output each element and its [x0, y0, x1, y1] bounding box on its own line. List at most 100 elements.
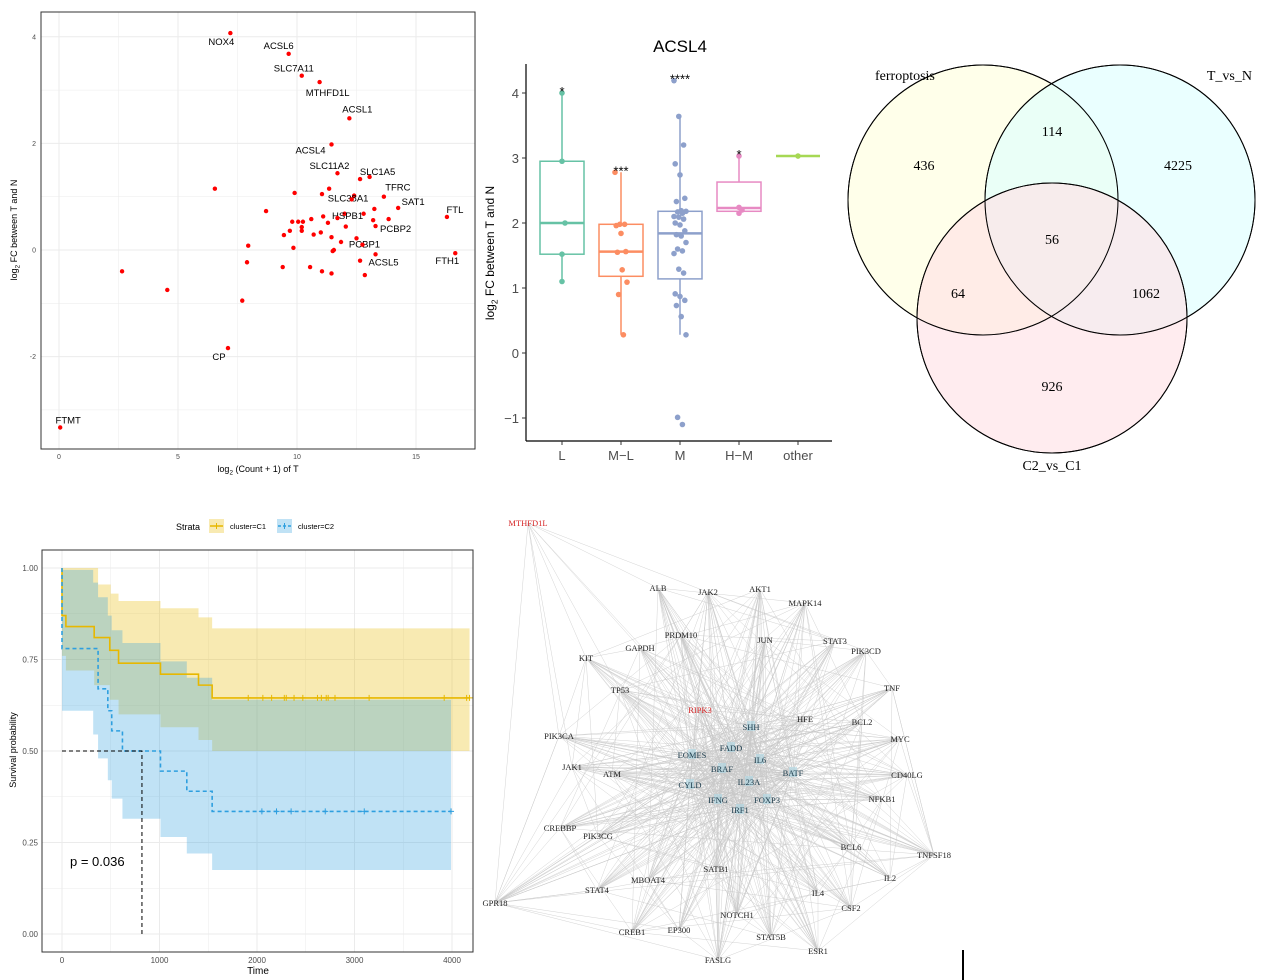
censor-mark: [366, 694, 373, 701]
gene-point: [335, 171, 340, 176]
network-edge: [730, 747, 772, 938]
network-edge: [730, 747, 891, 879]
censor-mark: [258, 808, 265, 815]
network-edge: [527, 522, 621, 691]
legend-label: cluster=C2: [298, 522, 334, 531]
network-edge: [596, 809, 741, 891]
gene-label: TFRC: [385, 183, 410, 194]
data-point: [613, 222, 619, 229]
network-edge: [619, 689, 750, 783]
gene-point: [395, 205, 401, 211]
gene-point: [342, 211, 347, 216]
network-edge: [739, 602, 806, 811]
censor-mark: [288, 808, 295, 815]
network-edge: [527, 522, 836, 642]
network-edge: [571, 726, 752, 768]
network-edge: [889, 854, 935, 879]
network-edge: [691, 754, 719, 961]
hub-node-marker: [763, 794, 771, 804]
data-point: [677, 222, 683, 228]
network-edge: [691, 650, 867, 756]
gene-point: [338, 239, 344, 245]
network-edge: [689, 784, 819, 952]
y-tick-label: 2: [32, 141, 36, 148]
network-edge: [631, 781, 750, 933]
network-edge: [619, 689, 693, 756]
data-point: [671, 77, 677, 84]
network-edge: [691, 709, 701, 756]
network-edge: [559, 591, 709, 829]
gene-label: SLC1A5: [360, 167, 395, 178]
network-edge: [639, 647, 908, 776]
gene-point: [386, 216, 391, 222]
network-edge: [631, 799, 719, 933]
network-edge: [527, 522, 560, 737]
gene-point: [326, 186, 332, 191]
gene-point: [351, 193, 357, 198]
network-edge: [647, 640, 836, 881]
hub-node-marker: [745, 776, 753, 786]
y-tick-label: 4: [32, 34, 36, 41]
network-edge: [559, 650, 867, 829]
network-edge: [764, 639, 901, 740]
gene-point: [292, 190, 297, 196]
network-edge: [736, 738, 901, 916]
network-edge: [639, 647, 806, 720]
network-edge: [759, 759, 819, 894]
venn-count-t-vs-n-c2-vs-c1: 1062: [1132, 287, 1160, 302]
gene-point: [263, 208, 269, 214]
data-point: [736, 210, 742, 217]
network-edge: [631, 759, 761, 933]
network-edge: [750, 726, 901, 740]
network-edge: [494, 735, 560, 904]
data-point: [615, 291, 622, 298]
network-node-label: AKT1: [749, 584, 771, 594]
network-node-label: RIPK3: [688, 705, 712, 715]
network-edge: [678, 640, 836, 931]
data-point: [679, 210, 686, 217]
network-edge: [619, 689, 719, 961]
gene-point: [367, 174, 372, 180]
x-axis-label-part: (Count + 1) of T: [233, 464, 299, 474]
network-edge: [792, 772, 891, 879]
network-edge: [717, 799, 768, 961]
network-edge: [689, 709, 701, 786]
data-point: [680, 270, 687, 276]
network-edge: [596, 747, 732, 891]
network-edge: [699, 709, 752, 728]
y-axis-label-subscript: 2: [490, 299, 500, 304]
network-node-label: JUN: [757, 635, 773, 645]
gene-point: [244, 260, 250, 265]
network-edge: [689, 784, 738, 916]
network-edge: [596, 784, 691, 891]
data-point: [674, 414, 681, 421]
data-point: [677, 293, 683, 300]
network-edge: [631, 809, 741, 933]
gene-point: [319, 269, 325, 274]
network-edge: [585, 657, 732, 749]
network-edge: [717, 799, 819, 952]
network-node-label: BRAF: [711, 764, 733, 774]
network-edge: [707, 591, 719, 961]
gene-point: [373, 252, 378, 257]
legend-label: cluster=C1: [230, 522, 266, 531]
y-tick-label: 0.50: [22, 747, 38, 756]
network-edge: [717, 799, 819, 894]
survival-curve-cluster-c2: [61, 568, 452, 813]
data-point: [672, 291, 678, 297]
y-axis-label: log2 FC between T and N: [483, 186, 500, 320]
network-node-label: NFKB1: [869, 794, 896, 804]
x-axis-label-part: log: [217, 464, 229, 474]
network-edge: [596, 721, 863, 891]
network-edge: [585, 657, 723, 770]
network-edge: [657, 587, 794, 774]
network-node-label: PIK3CD: [851, 646, 881, 656]
network-edge: [889, 774, 908, 879]
network-edge: [792, 772, 852, 848]
y-axis-label: log2 FC between T and N: [9, 180, 22, 281]
network-edge: [619, 602, 806, 691]
gene-point: [444, 214, 450, 220]
network-node-label: JAK2: [698, 587, 718, 597]
gene-point: [373, 223, 378, 229]
gene-point: [357, 258, 363, 263]
